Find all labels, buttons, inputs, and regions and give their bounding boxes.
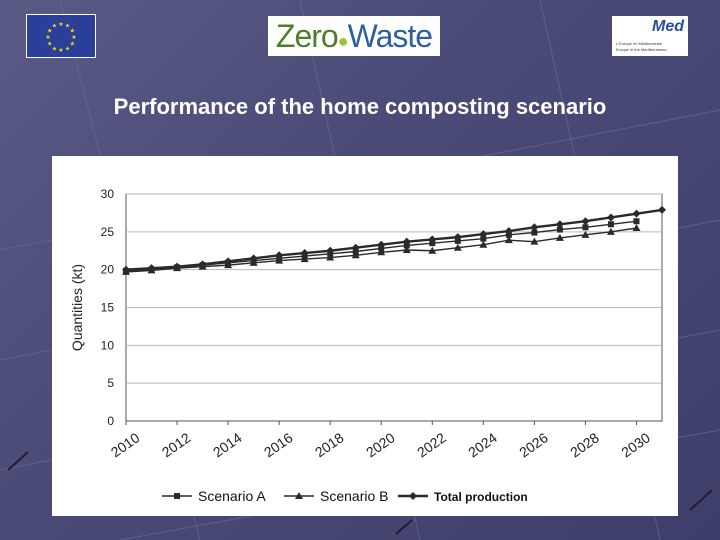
y-tick-label: 30: [101, 187, 115, 201]
eu-star-icon: ★: [45, 34, 50, 41]
eu-star-icon: ★: [71, 34, 76, 41]
data-point-2: [606, 227, 615, 235]
data-point-2: [402, 245, 411, 253]
med-tagline-1: L'Europe en Méditerranée: [616, 41, 663, 46]
y-tick-label: 20: [101, 263, 115, 277]
y-tick-label: 25: [101, 225, 115, 239]
eu-star-icon: ★: [70, 28, 75, 35]
y-tick-label: 15: [101, 301, 115, 315]
data-point-3: [224, 257, 233, 266]
logo-waste-text: Waste: [347, 18, 433, 54]
data-point-3: [453, 233, 462, 242]
data-point-1: [582, 224, 589, 231]
x-tick-label: 2018: [312, 429, 347, 460]
med-tagline-2: Europe in the Mediterranean: [616, 47, 667, 52]
y-tick-label: 5: [107, 376, 114, 390]
line-chart: 0 5 10 15 20 25 30 2010 2012 2014 2016 2018 2020 2022…: [69, 187, 666, 504]
data-point-2: [581, 230, 590, 238]
data-point-3: [173, 262, 182, 271]
zerowaste-logo: Zero●Waste: [268, 16, 440, 56]
data-point-1: [556, 226, 563, 233]
series-line-3: [125, 208, 663, 271]
legend-marker: [409, 492, 417, 500]
legend-label: Scenario A: [198, 488, 266, 504]
data-point-3: [530, 223, 539, 232]
data-point-3: [351, 243, 360, 252]
data-point-2: [351, 251, 360, 259]
data-point-3: [377, 240, 386, 249]
med-word: Med: [652, 18, 684, 35]
data-point-3: [428, 235, 437, 244]
legend-label: Total production: [434, 490, 528, 504]
slide-title: Performance of the home composting scena…: [113, 94, 607, 119]
eu-star-icon: ★: [47, 41, 52, 48]
y-tick-label: 0: [107, 414, 114, 428]
eu-star-icon: ★: [58, 47, 63, 54]
eu-star-icon: ★: [70, 41, 75, 48]
data-point-3: [555, 220, 564, 229]
eu-flag-logo: ★ ★ ★ ★ ★ ★ ★ ★ ★ ★ ★ ★: [26, 14, 96, 58]
data-point-3: [479, 230, 488, 239]
data-point-3: [606, 213, 615, 222]
data-point-3: [147, 264, 156, 273]
logo-leaf-icon: ●: [337, 31, 349, 51]
data-point-1: [531, 229, 538, 236]
eu-star-icon: ★: [52, 23, 57, 30]
data-point-2: [479, 240, 488, 248]
data-point-1: [607, 221, 614, 228]
y-axis-label: Quantities (kt): [69, 264, 85, 351]
data-point-2: [249, 258, 258, 266]
med-logo: Med L'Europe en Méditerranée Europe in t…: [612, 16, 688, 56]
eu-star-icon: ★: [65, 45, 70, 52]
data-point-2: [504, 236, 513, 244]
legend-marker: [174, 493, 180, 499]
data-point-3: [402, 237, 411, 246]
data-point-2: [530, 237, 539, 245]
x-tick-label: 2028: [567, 429, 602, 460]
x-tick-label: 2026: [516, 429, 551, 460]
data-point-3: [581, 217, 590, 226]
data-point-3: [122, 265, 130, 274]
eu-star-icon: ★: [52, 45, 57, 52]
eu-star-icon: ★: [58, 21, 63, 28]
data-point-2: [428, 246, 437, 254]
eu-stars-icon: ★★★★★★★★★ ★ ★★: [45, 21, 76, 54]
x-tick-label: 2010: [108, 429, 143, 460]
y-tick-label: 10: [101, 338, 115, 352]
data-point-3: [300, 249, 309, 258]
x-tick-label: 2020: [363, 429, 398, 460]
x-tick-label: 2014: [210, 429, 245, 460]
x-tick-label: 2012: [159, 429, 194, 460]
logo-zero-text: Zero: [275, 18, 339, 54]
legend-label: Scenario B: [320, 488, 388, 504]
data-point-1: [480, 235, 487, 242]
data-point-3: [632, 209, 641, 218]
data-point-2: [453, 243, 462, 251]
x-tick-label: 2030: [618, 429, 653, 460]
eu-star-icon: ★: [47, 28, 52, 35]
data-point-3: [275, 251, 284, 260]
data-point-3: [658, 205, 666, 214]
data-point-2: [377, 248, 386, 256]
x-tick-label: 2022: [414, 429, 449, 460]
data-point-3: [326, 246, 335, 255]
x-tick-label: 2024: [465, 429, 500, 460]
data-point-2: [326, 253, 335, 261]
data-point-2: [300, 255, 309, 263]
data-point-3: [198, 260, 207, 269]
x-tick-label: 2016: [261, 429, 296, 460]
data-point-2: [275, 256, 284, 264]
data-point-2: [632, 224, 641, 232]
legend-marker: [295, 492, 303, 499]
data-point-2: [555, 233, 564, 241]
data-point-3: [504, 227, 513, 236]
data-point-1: [633, 218, 640, 225]
eu-star-icon: ★: [65, 23, 70, 30]
chart-panel: 0 5 10 15 20 25 30 2010 2012 2014 2016 2018 2020 2022…: [52, 156, 678, 516]
